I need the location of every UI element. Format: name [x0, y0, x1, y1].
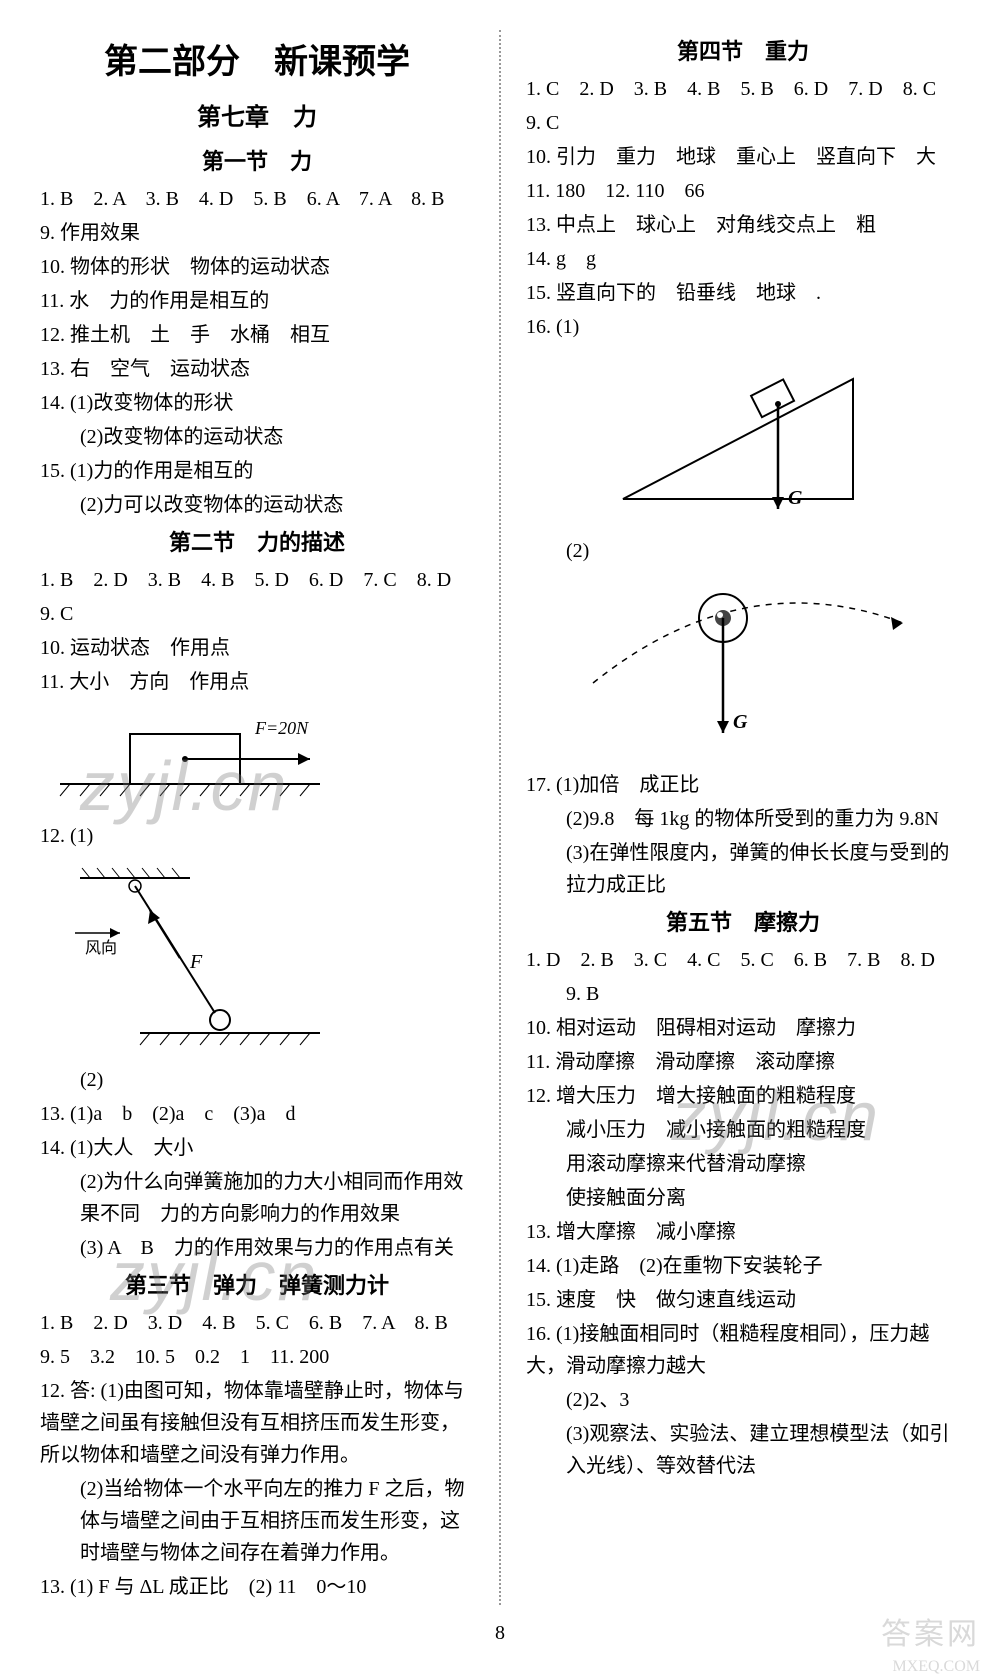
s2-mc1: 1. B 2. D 3. B 4. B 5. D 6. D 7. C 8. D	[40, 564, 474, 596]
s4-diagram-1: G	[526, 349, 960, 529]
s5-q14: 14. (1)走路 (2)在重物下安装轮子	[526, 1250, 960, 1282]
s4-q10: 10. 引力 重力 地球 重心上 竖直向下 大	[526, 141, 960, 173]
s2-diagram-2: F 风向	[40, 858, 474, 1058]
s5-q12b: 减小压力 减小接触面的粗糙程度	[526, 1114, 960, 1146]
force-f: F	[189, 951, 203, 973]
s5-q16c: (3)观察法、实验法、建立理想模型法（如引入光线）、等效替代法	[526, 1418, 960, 1482]
s1-q12: 12. 推土机 土 手 水桶 相互	[40, 319, 474, 351]
page-number: 8	[40, 1617, 960, 1649]
s4-q16b: (2)	[526, 535, 960, 567]
s1-q14a: 14. (1)改变物体的形状	[40, 387, 474, 419]
s4-q17a: 17. (1)加倍 成正比	[526, 769, 960, 801]
right-column: 第四节 重力 1. C 2. D 3. B 4. B 5. B 6. D 7. …	[526, 30, 960, 1605]
s2-q12a: 12. (1)	[40, 820, 474, 852]
s3-mc: 1. B 2. D 3. D 4. B 5. C 6. B 7. A 8. B	[40, 1307, 474, 1339]
g-label-2: G	[733, 711, 748, 733]
section-3-title: 第三节 弹力 弹簧测力计	[40, 1268, 474, 1303]
s2-mc2: 9. C	[40, 598, 474, 630]
s2-diagram-1: F=20N	[40, 704, 474, 814]
s5-q12d: 使接触面分离	[526, 1182, 960, 1214]
s1-q9: 9. 作用效果	[40, 217, 474, 249]
s2-q13: 13. (1)a b (2)a c (3)a d	[40, 1098, 474, 1130]
s3-q13: 13. (1) F 与 ΔL 成正比 (2) 11 0～10	[40, 1571, 474, 1603]
s4-diagram-2: G	[526, 573, 960, 763]
s5-q15: 15. 速度 快 做匀速直线运动	[526, 1284, 960, 1316]
s1-q10: 10. 物体的形状 物体的运动状态	[40, 251, 474, 283]
s4-mc1: 1. C 2. D 3. B 4. B 5. B 6. D 7. D 8. C	[526, 73, 960, 105]
chapter-title: 第七章 力	[40, 99, 474, 137]
s2-q14b: (2)为什么向弹簧施加的力大小相同而作用效果不同 力的方向影响力的作用效果	[40, 1166, 474, 1230]
s3-q12b: (2)当给物体一个水平向左的推力 F 之后，物体与墙壁之间由于互相挤压而发生形变…	[40, 1473, 474, 1569]
s5-q10: 10. 相对运动 阻碍相对运动 摩擦力	[526, 1012, 960, 1044]
stamp: 答案网	[881, 1611, 980, 1659]
s2-q11: 11. 大小 方向 作用点	[40, 666, 474, 698]
g-label-1: G	[788, 487, 803, 509]
s5-mc1: 1. D 2. B 3. C 4. C 5. C 6. B 7. B 8. D	[526, 944, 960, 976]
section-5-title: 第五节 摩擦力	[526, 905, 960, 940]
s4-q16a: 16. (1)	[526, 311, 960, 343]
force-label: F=20N	[254, 718, 309, 738]
s4-q13: 13. 中点上 球心上 对角线交点上 粗	[526, 209, 960, 241]
stamp-sub: MXEQ.COM	[892, 1654, 980, 1679]
s1-mc: 1. B 2. A 3. B 4. D 5. B 6. A 7. A 8. B	[40, 183, 474, 215]
s4-q17c: (3)在弹性限度内，弹簧的伸长长度与受到的拉力成正比	[526, 837, 960, 901]
s4-mc2: 9. C	[526, 107, 960, 139]
s2-q14a: 14. (1)大人 大小	[40, 1132, 474, 1164]
s1-q15a: 15. (1)力的作用是相互的	[40, 455, 474, 487]
s2-q14c: (3) A B 力的作用效果与力的作用点有关	[40, 1232, 474, 1264]
part-title: 第二部分 新课预学	[40, 35, 474, 89]
s4-q14: 14. g g	[526, 243, 960, 275]
s1-q14b: (2)改变物体的运动状态	[40, 421, 474, 453]
s2-q10: 10. 运动状态 作用点	[40, 632, 474, 664]
s3-q12a: 12. 答: (1)由图可知，物体靠墙壁静止时，物体与墙壁之间虽有接触但没有互相…	[40, 1375, 474, 1471]
section-1-title: 第一节 力	[40, 144, 474, 179]
s4-q11-12: 11. 180 12. 110 66	[526, 175, 960, 207]
section-4-title: 第四节 重力	[526, 34, 960, 69]
s1-q11: 11. 水 力的作用是相互的	[40, 285, 474, 317]
s5-q12a: 12. 增大压力 增大接触面的粗糙程度	[526, 1080, 960, 1112]
left-column: 第二部分 新课预学 第七章 力 第一节 力 1. B 2. A 3. B 4. …	[40, 30, 474, 1605]
column-divider	[499, 30, 501, 1605]
s5-q11: 11. 滑动摩擦 滑动摩擦 滚动摩擦	[526, 1046, 960, 1078]
section-2-title: 第二节 力的描述	[40, 525, 474, 560]
s4-q15: 15. 竖直向下的 铅垂线 地球 .	[526, 277, 960, 309]
s5-mc2: 9. B	[526, 978, 960, 1010]
s2-q12b: (2)	[40, 1064, 474, 1096]
s1-q15b: (2)力可以改变物体的运动状态	[40, 489, 474, 521]
s5-q13: 13. 增大摩擦 减小摩擦	[526, 1216, 960, 1248]
s4-q17b: (2)9.8 每 1kg 的物体所受到的重力为 9.8N	[526, 803, 960, 835]
s5-q16a: 16. (1)接触面相同时（粗糙程度相同），压力越大，滑动摩擦力越大	[526, 1318, 960, 1382]
s3-q9-11: 9. 5 3.2 10. 5 0.2 1 11. 200	[40, 1341, 474, 1373]
s1-q13: 13. 右 空气 运动状态	[40, 353, 474, 385]
s5-q12c: 用滚动摩擦来代替滑动摩擦	[526, 1148, 960, 1180]
wind-label: 风向	[85, 939, 117, 957]
s5-q16b: (2)2、3	[526, 1384, 960, 1416]
